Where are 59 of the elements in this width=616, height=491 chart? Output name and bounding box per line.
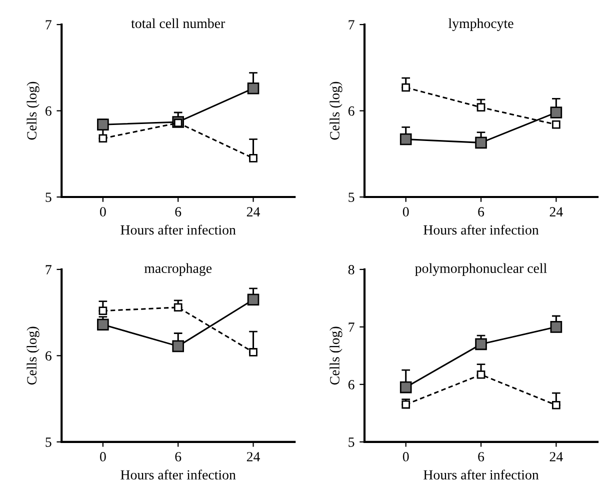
- point: [476, 370, 486, 379]
- chart-title: lymphocyte: [448, 18, 514, 31]
- x-tick-label: 6: [478, 452, 484, 462]
- point: [550, 321, 562, 333]
- point: [249, 154, 258, 162]
- y-tick-label: 5: [348, 438, 354, 447]
- point: [402, 400, 410, 409]
- y-tick-label: 5: [348, 192, 354, 202]
- y-axis-title: Cells (log): [330, 82, 342, 140]
- y-axis-title: Cells (log): [26, 82, 40, 140]
- chart-title: polymorphonuclear cell: [415, 263, 547, 276]
- y-tick-label: 7: [348, 322, 354, 332]
- point: [475, 338, 487, 350]
- x-axis-title: Hours after infection: [424, 224, 539, 235]
- point: [98, 306, 108, 315]
- y-tick-label: 6: [348, 380, 354, 390]
- x-tick-label: 6: [175, 452, 182, 462]
- x-tick-label: 24: [246, 452, 260, 462]
- x-tick-label: 6: [175, 207, 182, 217]
- x-axis-title: Hours after infection: [424, 470, 539, 480]
- y-tick-label: 6: [348, 106, 354, 116]
- x-tick-label: 0: [100, 207, 106, 217]
- point: [174, 303, 182, 312]
- y-tick-label: 7: [46, 265, 52, 274]
- point: [475, 136, 487, 149]
- x-tick-label: 0: [402, 207, 409, 217]
- x-tick-label: 24: [550, 207, 563, 216]
- point: [550, 106, 562, 118]
- x-axis-title: Hours after infection: [120, 470, 236, 480]
- point: [172, 340, 184, 352]
- x-tick-label: 0: [100, 452, 106, 462]
- point: [98, 134, 108, 143]
- y-axis-title: Cells (log): [26, 326, 40, 385]
- point: [247, 82, 260, 94]
- y-tick-label: 8: [348, 265, 354, 274]
- y-tick-label: 5: [46, 192, 52, 202]
- x-tick-label: 0: [402, 452, 409, 462]
- y-tick-label: 5: [46, 438, 52, 447]
- point: [247, 294, 260, 306]
- point: [249, 348, 258, 356]
- chart-title: macrophage: [144, 263, 212, 276]
- x-axis-title: Hours after infection: [120, 224, 236, 235]
- x-tick-label: 24: [246, 207, 260, 216]
- y-tick-label: 6: [46, 351, 52, 361]
- x-tick-label: 24: [550, 452, 563, 462]
- y-tick-label: 7: [348, 20, 354, 30]
- point: [552, 120, 560, 129]
- point: [402, 83, 410, 92]
- y-tick-label: 6: [46, 106, 52, 116]
- x-tick-label: 6: [478, 207, 484, 217]
- point: [476, 103, 486, 112]
- y-tick-label: 7: [46, 20, 52, 30]
- point: [174, 118, 182, 128]
- point: [400, 381, 412, 394]
- point: [400, 133, 412, 146]
- chart-title: total cell number: [131, 18, 226, 28]
- point: [97, 118, 109, 130]
- y-axis-title: Cells (log): [330, 326, 342, 385]
- point: [552, 400, 560, 410]
